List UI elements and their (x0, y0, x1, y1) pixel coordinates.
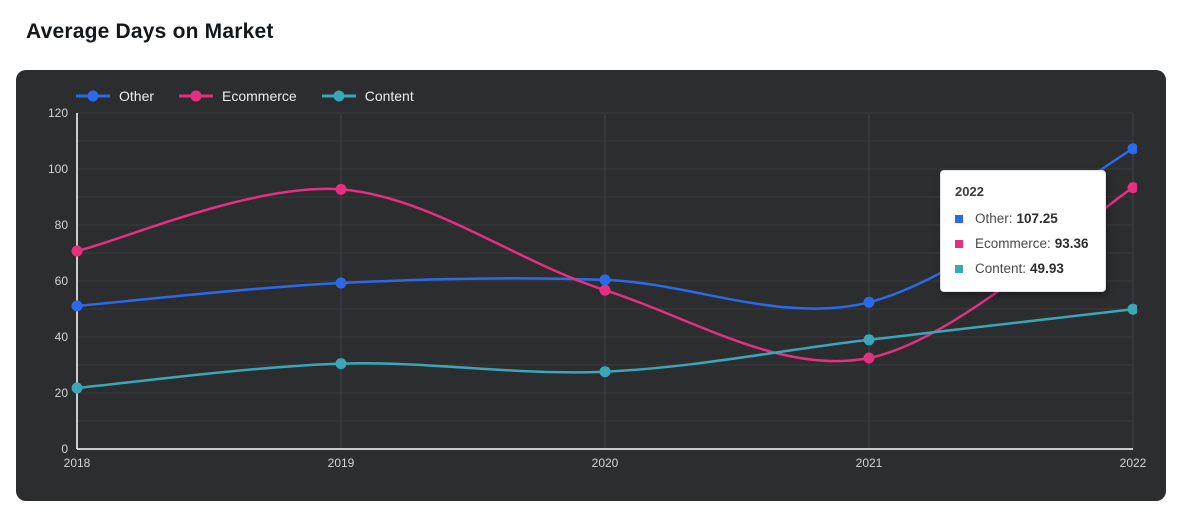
y-axis-label: 100 (48, 162, 68, 176)
data-point[interactable] (1127, 143, 1139, 155)
data-point[interactable] (863, 352, 875, 364)
legend-item-other[interactable]: Other (76, 88, 154, 104)
legend-marker-icon (179, 90, 214, 102)
y-axis-label: 120 (48, 106, 68, 120)
y-axis-label: 80 (55, 218, 69, 232)
data-point[interactable] (599, 274, 611, 286)
y-axis-label: 60 (55, 274, 69, 288)
data-point[interactable] (1127, 182, 1139, 194)
data-point[interactable] (71, 300, 83, 312)
legend-marker-icon (321, 90, 356, 102)
x-axis-label: 2022 (1120, 456, 1147, 470)
data-point[interactable] (599, 366, 611, 378)
series-ecommerce (71, 182, 1139, 364)
data-points-ecommerce[interactable] (71, 182, 1139, 364)
data-point[interactable] (599, 284, 611, 296)
data-point[interactable] (71, 382, 83, 394)
legend-label: Other (119, 88, 155, 104)
series-content (71, 303, 1139, 394)
x-axis-label: 2021 (856, 456, 883, 470)
data-point[interactable] (335, 277, 347, 289)
x-axis-labels: 2018 2019 2020 2021 2022 (64, 456, 1147, 470)
y-axis-labels: 0 20 40 60 80 100 120 (48, 106, 68, 456)
page-title: Average Days on Market (26, 20, 274, 43)
chart-canvas[interactable]: 0 20 40 60 80 100 120 2018 2019 2020 2021 2022 (16, 70, 1166, 501)
chart-card: 0 20 40 60 80 100 120 2018 2019 2020 2021 2022 Othe… (16, 70, 1166, 501)
y-axis-label: 20 (55, 386, 69, 400)
data-points-other[interactable] (71, 143, 1139, 312)
data-point[interactable] (335, 358, 347, 370)
data-point[interactable] (863, 296, 875, 308)
legend-item-ecommerce[interactable]: Ecommerce (179, 88, 297, 104)
x-axis-label: 2019 (328, 456, 355, 470)
legend-label: Content (364, 88, 414, 104)
legend-item-content[interactable]: Content (321, 88, 414, 104)
x-axis-label: 2020 (592, 456, 619, 470)
y-axis-label: 0 (61, 442, 68, 456)
data-point[interactable] (863, 334, 875, 346)
legend-marker-icon (76, 90, 110, 102)
legend-label: Ecommerce (222, 88, 297, 104)
data-point[interactable] (71, 245, 83, 257)
data-point[interactable] (1127, 303, 1139, 315)
y-axis-label: 40 (55, 330, 69, 344)
data-points-content[interactable] (71, 303, 1139, 394)
x-axis-label: 2018 (64, 456, 91, 470)
chart-legend: Other Ecommerce Content (76, 88, 414, 104)
data-point[interactable] (335, 183, 347, 195)
